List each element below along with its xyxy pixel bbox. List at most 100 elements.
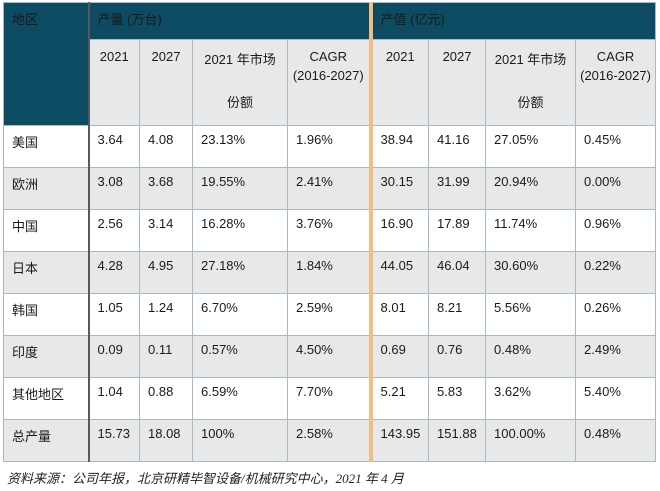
table-row-japan: 日本 4.28 4.95 27.18% 1.84% 44.05 46.04 30… (3, 251, 657, 294)
table-cell: 2.56 (87, 209, 140, 252)
column-header-value-share: 2021 年市场 份额 (485, 39, 577, 126)
column-header-value-2021: 2021 (368, 39, 430, 126)
table-cell: 0.09 (87, 335, 140, 378)
table-cell: 44.05 (368, 251, 430, 294)
table-cell: 30.60% (485, 251, 577, 294)
source-note: 资料来源：公司年报，北京研精毕智设备/机械研究中心，2021 年 4 月 (7, 471, 404, 486)
table-cell: 0.45% (575, 125, 657, 168)
table-cell: 151.88 (428, 419, 487, 462)
table-cell: 41.16 (428, 125, 487, 168)
table-cell: 46.04 (428, 251, 487, 294)
table-cell: 5.83 (428, 377, 487, 420)
table-row-china: 中国 2.56 3.14 16.28% 3.76% 16.90 17.89 11… (3, 209, 657, 252)
table-cell: 8.21 (428, 293, 487, 336)
table-cell: 100.00% (485, 419, 577, 462)
table-cell: 5.21 (368, 377, 430, 420)
table-cell: 4.95 (139, 251, 193, 294)
cagr-header-line2: (2016-2027) (580, 68, 651, 83)
table-cell: 0.48% (485, 335, 577, 378)
group-header-production: 产量 (万台) (87, 2, 372, 40)
table-cell: 2.49% (575, 335, 657, 378)
table-cell: 0.96% (575, 209, 657, 252)
row-header-region: 总产量 (3, 419, 89, 462)
table-cell: 31.99 (428, 167, 487, 210)
table-row-india: 印度 0.09 0.11 0.57% 4.50% 0.69 0.76 0.48%… (3, 335, 657, 378)
table-cell: 0.26% (575, 293, 657, 336)
table-cell: 3.08 (87, 167, 140, 210)
table-cell: 0.11 (139, 335, 193, 378)
cagr-header-line1: CAGR (596, 49, 635, 64)
table-cell: 1.04 (87, 377, 140, 420)
group-header-value: 产值 (亿元) (368, 2, 657, 40)
table-cell: 1.24 (139, 293, 193, 336)
row-header-region: 韩国 (3, 293, 89, 336)
table-cell: 7.70% (286, 377, 372, 420)
table-cell: 1.05 (87, 293, 140, 336)
table-cell: 3.14 (139, 209, 193, 252)
table-cell: 16.90 (368, 209, 430, 252)
table-cell: 23.13% (192, 125, 288, 168)
table-cell: 11.74% (485, 209, 577, 252)
table-cell: 100% (192, 419, 288, 462)
table-cell: 2.59% (286, 293, 372, 336)
table-cell: 0.69 (368, 335, 430, 378)
table-row-korea: 韩国 1.05 1.24 6.70% 2.59% 8.01 8.21 5.56%… (3, 293, 657, 336)
table-cell: 3.64 (87, 125, 140, 168)
table-cell: 1.84% (286, 251, 372, 294)
table-cell: 5.40% (575, 377, 657, 420)
table-cell: 20.94% (485, 167, 577, 210)
table-cell: 4.08 (139, 125, 193, 168)
column-header-production-2021: 2021 (87, 39, 140, 126)
table-row-total: 总产量 15.73 18.08 100% 2.58% 143.95 151.88… (3, 419, 657, 462)
table-cell: 0.57% (192, 335, 288, 378)
table-cell: 4.28 (87, 251, 140, 294)
row-header-region: 中国 (3, 209, 89, 252)
table-cell: 27.18% (192, 251, 288, 294)
share-header-line2: 份额 (517, 95, 544, 110)
table-cell: 2.58% (286, 419, 372, 462)
table-cell: 0.22% (575, 251, 657, 294)
table-cell: 3.62% (485, 377, 577, 420)
table-cell: 15.73 (87, 419, 140, 462)
table-cell: 3.76% (286, 209, 372, 252)
column-header-production-cagr: CAGR (2016-2027) (286, 39, 372, 126)
table-cell: 143.95 (368, 419, 430, 462)
table-cell: 30.15 (368, 167, 430, 210)
table-cell: 5.56% (485, 293, 577, 336)
corner-header-region: 地区 (3, 2, 89, 126)
table-cell: 16.28% (192, 209, 288, 252)
table-cell: 3.68 (139, 167, 193, 210)
table-cell: 38.94 (368, 125, 430, 168)
table-row-usa: 美国 3.64 4.08 23.13% 1.96% 38.94 41.16 27… (3, 125, 657, 168)
table-cell: 18.08 (139, 419, 193, 462)
table-cell: 19.55% (192, 167, 288, 210)
table-cell: 27.05% (485, 125, 577, 168)
column-header-value-cagr: CAGR (2016-2027) (575, 39, 657, 126)
column-header-row: 2021 2027 2021 年市场 份额 CAGR (2016-2027) 2… (4, 39, 657, 126)
column-header-production-share: 2021 年市场 份额 (192, 39, 288, 126)
table-row-other-regions: 其他地区 1.04 0.88 6.59% 7.70% 5.21 5.83 3.6… (3, 377, 657, 420)
table-cell: 17.89 (428, 209, 487, 252)
column-header-value-2027: 2027 (428, 39, 487, 126)
group-header-row: 地区 产量 (万台) 产值 (亿元) (3, 2, 657, 126)
share-header-line2: 份额 (226, 95, 253, 110)
table-cell: 6.59% (192, 377, 288, 420)
table-cell: 1.96% (286, 125, 372, 168)
row-header-region: 美国 (3, 125, 89, 168)
table-row-europe: 欧洲 3.08 3.68 19.55% 2.41% 30.15 31.99 20… (3, 167, 657, 210)
table-cell: 4.50% (286, 335, 372, 378)
regional-production-value-table: 地区 产量 (万台) 产值 (亿元) 2021 2027 2021 年市场 份额… (3, 2, 657, 462)
cagr-header-line1: CAGR (309, 49, 348, 64)
row-header-region: 其他地区 (3, 377, 89, 420)
table-cell: 0.76 (428, 335, 487, 378)
table-cell: 8.01 (368, 293, 430, 336)
table-cell: 0.00% (575, 167, 657, 210)
row-header-region: 日本 (3, 251, 89, 294)
table-cell: 0.48% (575, 419, 657, 462)
row-header-region: 欧洲 (3, 167, 89, 210)
table-cell: 0.88 (139, 377, 193, 420)
column-header-production-2027: 2027 (139, 39, 193, 126)
cagr-header-line2: (2016-2027) (292, 68, 364, 83)
table-cell: 6.70% (192, 293, 288, 336)
